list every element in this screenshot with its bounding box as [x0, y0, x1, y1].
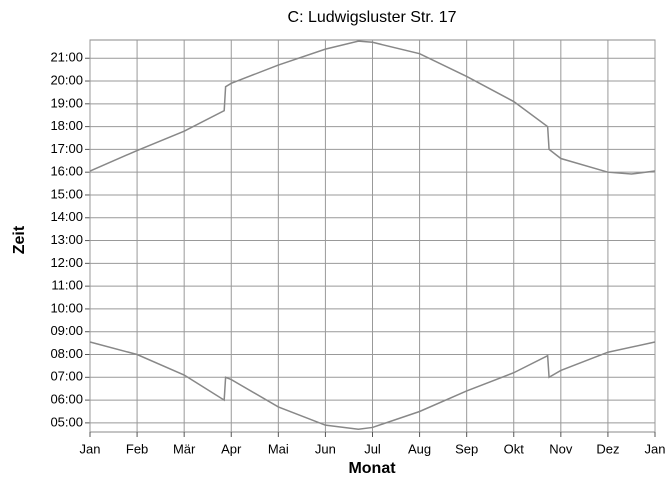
x-tick-label: Jun	[315, 441, 336, 456]
y-tick-label: 16:00	[50, 164, 83, 179]
x-tick-label: Okt	[504, 441, 525, 456]
line	[89, 341, 656, 431]
y-tick-label: 08:00	[50, 346, 83, 361]
x-tick-label: Jul	[364, 441, 381, 456]
y-tick-label: 11:00	[51, 278, 83, 293]
x-tick-label: Nov	[549, 441, 573, 456]
y-tick-label: 13:00	[50, 232, 83, 247]
y-tick-label: 10:00	[50, 300, 83, 315]
y-axis-label: Zeit	[11, 225, 28, 254]
line	[89, 40, 656, 175]
y-tick-label: 07:00	[50, 369, 83, 384]
y-tick-label: 19:00	[50, 95, 83, 110]
x-tick-label: Apr	[221, 441, 242, 456]
x-tick-label: Mär	[173, 441, 196, 456]
y-tick-label: 05:00	[50, 414, 83, 429]
x-tick-label: Mai	[268, 441, 289, 456]
x-tick-label: Sep	[455, 441, 478, 456]
x-tick-label: Jan	[80, 441, 101, 456]
y-tick-label: 20:00	[50, 72, 83, 87]
y-tick-label: 17:00	[50, 141, 83, 156]
y-tick-label: 15:00	[50, 186, 83, 201]
y-tick-label: 14:00	[50, 209, 83, 224]
x-tick-label: Jan	[645, 441, 666, 456]
x-axis-label: Monat	[348, 460, 396, 477]
x-tick-label: Aug	[408, 441, 431, 456]
y-tick-label: 18:00	[50, 118, 83, 133]
chart-title: C: Ludwigsluster Str. 17	[288, 9, 457, 26]
y-tick-label: 09:00	[50, 323, 83, 338]
y-tick-label: 21:00	[50, 50, 83, 65]
x-tick-label: Dez	[596, 441, 619, 456]
x-tick-label: Feb	[126, 441, 148, 456]
y-tick-label: 12:00	[50, 255, 83, 270]
y-tick-label: 06:00	[50, 392, 83, 407]
